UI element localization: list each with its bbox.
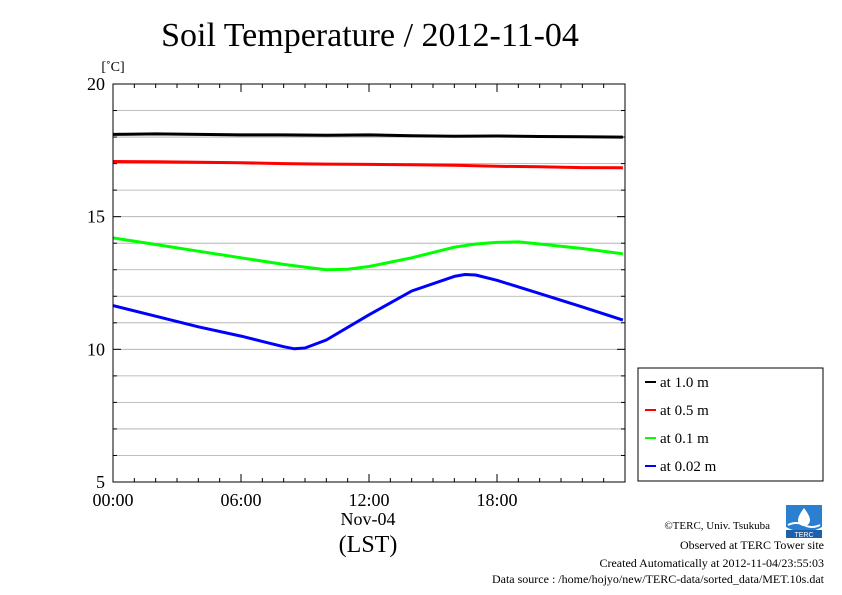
y-tick-label: 5: [96, 472, 105, 492]
legend-box: [637, 367, 824, 482]
copyright-text: ©TERC, Univ. Tsukuba: [664, 520, 770, 532]
series-line-1: [112, 132, 623, 139]
x-axis-date-label: Nov-04: [341, 509, 396, 529]
x-tick-label: 18:00: [476, 490, 517, 510]
plot-frame: [112, 83, 626, 483]
x-tick-label: 06:00: [220, 490, 261, 510]
legend-label: at 0.1 m: [660, 431, 709, 447]
series-line-2: [112, 160, 623, 170]
y-axis-unit-label: [˚C]: [101, 60, 124, 75]
legend-label: at 1.0 m: [660, 375, 709, 391]
x-tick-label: 00:00: [92, 490, 133, 510]
terc-logo-text: TERC: [794, 532, 813, 539]
axis-ticks: 5 10 15 20 00:00 06:00 12:00 18:00: [87, 74, 626, 510]
y-tick-label: 15: [87, 207, 105, 227]
series-line-4: [112, 273, 624, 351]
observed-text: Observed at TERC Tower site: [679, 538, 824, 552]
created-text: Created Automatically at 2012-11-04/23:5…: [599, 556, 824, 570]
legend-label: at 0.5 m: [660, 403, 709, 419]
data-source-text: Data source : /home/hojyo/new/TERC-data/…: [491, 572, 824, 586]
legend: at 1.0 m at 0.5 m at 0.1 m at 0.02 m: [637, 367, 824, 482]
y-tick-label: 10: [87, 339, 105, 359]
terc-logo: TERC: [786, 505, 822, 539]
y-tick-label: 20: [87, 74, 105, 94]
x-axis-label: (LST): [339, 532, 398, 558]
series-lines: [112, 132, 624, 351]
x-tick-label: 12:00: [348, 490, 389, 510]
legend-label: at 0.02 m: [660, 459, 717, 475]
chart-title: Soil Temperature / 2012-11-04: [161, 17, 579, 54]
series-line-3: [112, 236, 624, 272]
